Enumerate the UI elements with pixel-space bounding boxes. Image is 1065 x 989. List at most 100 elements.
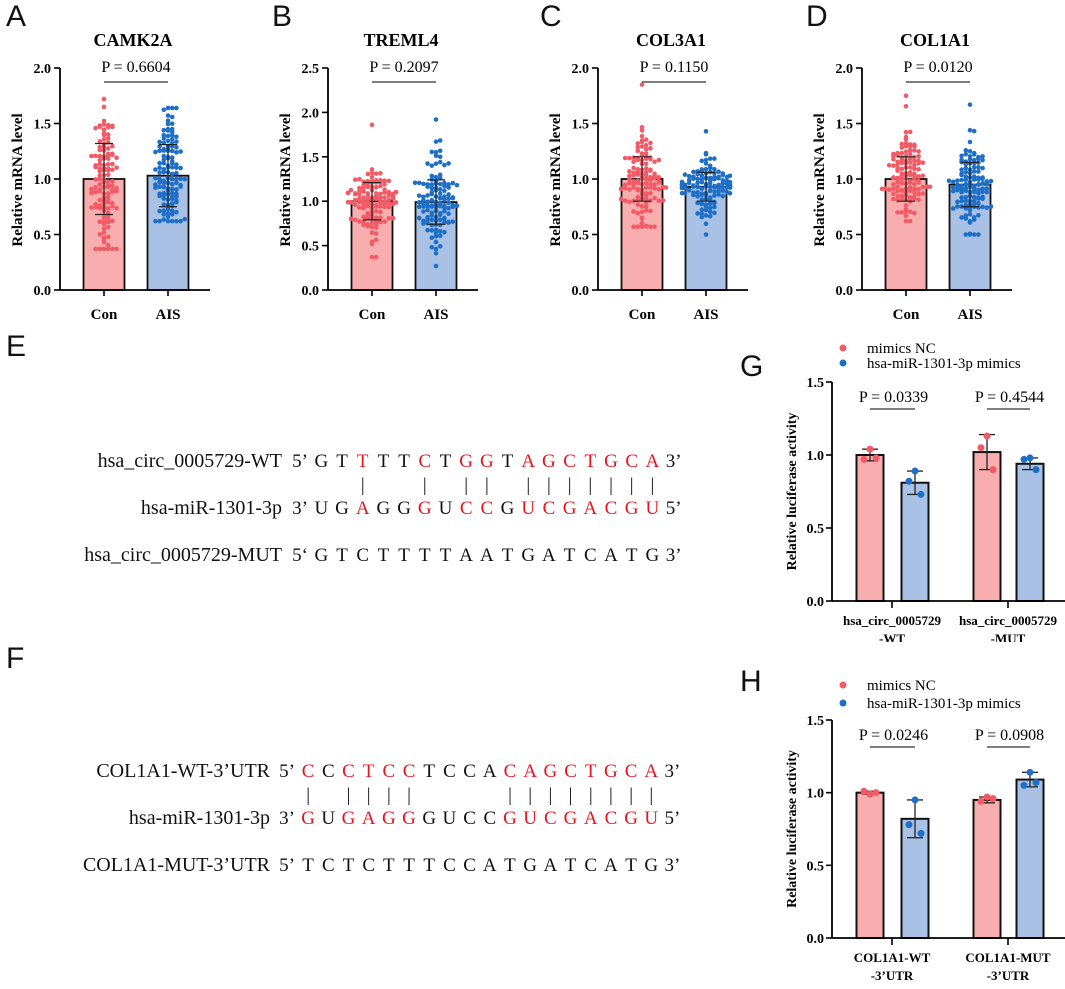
- data-point: [886, 187, 892, 193]
- data-point: [699, 214, 705, 220]
- data-point: [712, 184, 717, 190]
- data-point: [643, 204, 649, 209]
- data-point: [425, 182, 430, 187]
- sequence-end-marker: 5’: [664, 808, 681, 829]
- data-point: [361, 182, 366, 188]
- x-tick-label: hsa_circ_0005729: [959, 613, 1057, 628]
- data-point: [971, 183, 977, 189]
- data-point: [157, 148, 162, 154]
- data-point: [1026, 768, 1034, 776]
- data-point: [899, 171, 905, 177]
- data-point: [971, 157, 977, 163]
- data-point: [648, 167, 653, 173]
- data-point: [959, 157, 964, 163]
- data-point: [378, 204, 383, 209]
- data-point: [903, 93, 909, 99]
- data-point: [983, 432, 991, 440]
- data-point: [361, 198, 366, 203]
- data-point: [916, 187, 921, 192]
- data-point: [169, 159, 175, 164]
- data-point: [378, 191, 383, 197]
- data-point: [691, 184, 696, 189]
- data-point: [712, 156, 717, 161]
- data-point: [916, 174, 921, 179]
- data-point: [652, 182, 657, 187]
- data-point: [369, 174, 375, 180]
- y-axis-label: Relative mRNA level: [10, 113, 26, 246]
- data-point: [703, 166, 709, 172]
- data-point: [679, 179, 685, 185]
- data-point: [101, 230, 107, 235]
- data-point: [707, 175, 713, 181]
- data-point: [101, 137, 107, 142]
- data-point: [699, 201, 705, 207]
- legend-label: hsa-miR-1301-3p mimics: [867, 696, 1021, 712]
- data-point: [425, 193, 430, 198]
- data-point: [907, 188, 913, 194]
- nucleotide: T: [336, 545, 348, 566]
- data-point: [663, 185, 669, 190]
- data-point: [648, 174, 653, 180]
- pair-line: |: [464, 475, 469, 496]
- y-tick-label: 2.0: [302, 106, 320, 121]
- data-point: [656, 157, 662, 163]
- data-point: [169, 208, 175, 214]
- panel-letter-c: C: [540, 0, 562, 33]
- data-point: [635, 144, 641, 150]
- data-point: [703, 213, 709, 218]
- data-point: [101, 226, 107, 231]
- y-axis-label: Relative luciferase activity: [785, 413, 800, 571]
- data-point: [639, 133, 645, 139]
- data-point: [635, 166, 641, 172]
- data-point: [93, 177, 98, 182]
- base-pairing-lines: | | | | | | | | | | |: [289, 475, 663, 497]
- data-point: [365, 203, 371, 209]
- data-point: [976, 200, 981, 206]
- data-point: [917, 829, 925, 837]
- pair-line: |: [528, 785, 533, 806]
- nucleotide: G: [624, 808, 638, 829]
- data-point: [907, 195, 913, 200]
- pair-line: |: [609, 785, 613, 806]
- data-point: [165, 105, 171, 111]
- y-axis-label: Relative mRNA level: [812, 113, 828, 246]
- data-point: [907, 160, 913, 165]
- data-point: [437, 243, 443, 249]
- p-value: P = 0.0246: [859, 727, 928, 744]
- data-point: [707, 156, 713, 161]
- data-point: [916, 167, 921, 172]
- pair-line: |: [650, 475, 655, 496]
- chart-title: COL1A1: [900, 30, 970, 50]
- data-point: [421, 209, 426, 214]
- data-point: [907, 143, 913, 149]
- data-point: [912, 148, 917, 153]
- pair-line: |: [346, 785, 351, 806]
- y-tick-label: 0.0: [34, 284, 52, 299]
- data-point: [165, 113, 171, 118]
- bar-mimics: [1015, 778, 1045, 939]
- data-point: [635, 141, 641, 146]
- data-point: [429, 235, 435, 241]
- data-point: [1032, 778, 1040, 786]
- data-point: [984, 189, 990, 195]
- data-point: [446, 211, 451, 217]
- data-point: [386, 197, 392, 203]
- data-point: [976, 232, 981, 237]
- nucleotide: C: [382, 761, 396, 782]
- data-point: [980, 186, 985, 192]
- data-point: [437, 217, 443, 222]
- nucleotide: G: [645, 545, 660, 566]
- data-point: [178, 182, 183, 188]
- data-point: [955, 182, 960, 188]
- data-point: [903, 207, 909, 212]
- data-point: [699, 176, 705, 182]
- data-point: [899, 180, 905, 186]
- data-point: [437, 196, 443, 201]
- data-point: [967, 220, 973, 225]
- data-point: [105, 242, 111, 248]
- data-point: [178, 149, 183, 154]
- data-point: [345, 199, 351, 205]
- data-point: [980, 180, 985, 186]
- data-point: [421, 204, 426, 209]
- data-point: [357, 219, 362, 224]
